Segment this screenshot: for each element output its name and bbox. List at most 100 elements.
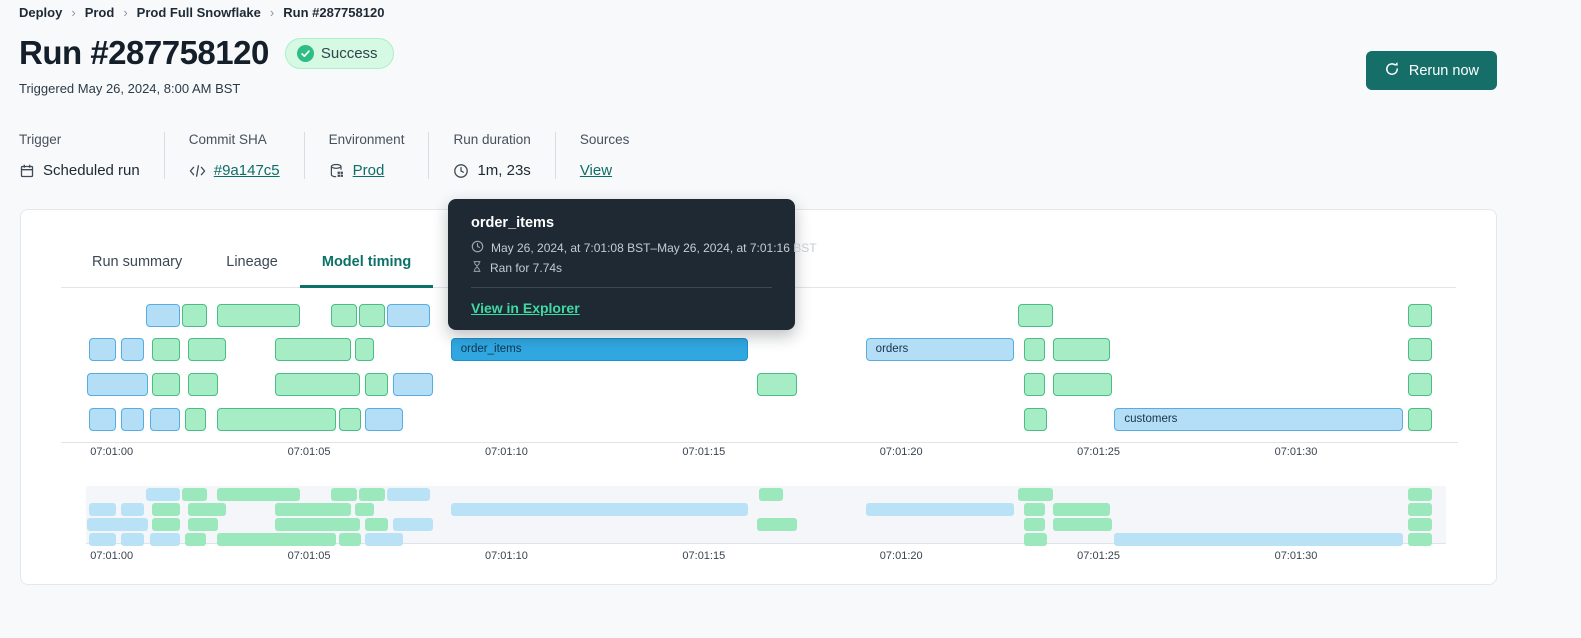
- meta-label: Trigger: [19, 132, 62, 147]
- brush-bar: [1114, 533, 1403, 546]
- title-row: Run #287758120 Success: [19, 34, 394, 72]
- axis-tick-label: 07:01:25: [1077, 550, 1121, 562]
- gantt-bar[interactable]: [275, 338, 351, 361]
- gantt-bar-order_items[interactable]: order_items: [450, 338, 748, 361]
- meta-environment: Environment Prod: [303, 132, 429, 179]
- gantt-bar[interactable]: [331, 304, 357, 327]
- breadcrumb-item-deploy[interactable]: Deploy: [19, 5, 63, 20]
- brush-bar: [188, 503, 227, 516]
- commit-sha-link[interactable]: #9a147c5: [213, 162, 280, 179]
- axis-tick-label: 07:01:15: [682, 446, 726, 458]
- gantt-bar-orders[interactable]: orders: [865, 338, 1014, 361]
- gantt-bar[interactable]: [151, 338, 181, 361]
- gantt-bar[interactable]: [1408, 338, 1433, 361]
- gantt-bar[interactable]: [1053, 338, 1111, 361]
- breadcrumb-item-job[interactable]: Prod Full Snowflake: [136, 5, 261, 20]
- gantt-bar[interactable]: [217, 408, 336, 431]
- brush-bar: [151, 518, 181, 531]
- breadcrumb-item-run[interactable]: Run #287758120: [283, 5, 385, 20]
- brush-bar: [392, 518, 433, 531]
- brush-bar: [88, 533, 116, 546]
- brush-bar: [88, 503, 116, 516]
- calendar-icon: [19, 163, 35, 179]
- gantt-bar[interactable]: [151, 373, 181, 396]
- gantt-bar[interactable]: [1053, 373, 1113, 396]
- tab-run-summary[interactable]: Run summary: [92, 254, 183, 270]
- gantt-bar[interactable]: [757, 373, 797, 396]
- gantt-bar[interactable]: [181, 304, 208, 327]
- gantt-bar[interactable]: [185, 408, 207, 431]
- brush-bar: [275, 503, 351, 516]
- breadcrumb: Deploy › Prod › Prod Full Snowflake › Ru…: [19, 5, 384, 20]
- tab-model-timing[interactable]: Model timing: [299, 254, 434, 288]
- brush-bar: [275, 518, 360, 531]
- gantt-bar[interactable]: [149, 408, 180, 431]
- tooltip-hourglass-icon: [471, 260, 483, 276]
- gantt-bar[interactable]: [1023, 338, 1046, 361]
- axis-tick-label: 07:01:10: [485, 446, 528, 458]
- tab-lineage[interactable]: Lineage: [226, 254, 278, 270]
- brush-bar: [181, 488, 208, 501]
- brush-bar: [386, 488, 430, 501]
- brush-bar: [1023, 518, 1046, 531]
- gantt-bar[interactable]: [88, 408, 116, 431]
- brush-bar: [339, 533, 361, 546]
- gantt-bar[interactable]: [88, 338, 116, 361]
- rerun-now-button[interactable]: Rerun now: [1365, 51, 1497, 90]
- gantt-bar[interactable]: [1408, 304, 1433, 327]
- axis-tick-label: 07:01:05: [287, 446, 331, 458]
- gantt-bar[interactable]: [1023, 408, 1048, 431]
- gantt-bar[interactable]: [354, 338, 374, 361]
- gantt-bar[interactable]: [86, 373, 149, 396]
- brush-bar: [1408, 518, 1433, 531]
- tooltip-time-range: May 26, 2024, at 7:01:08 BST–May 26, 202…: [491, 241, 817, 255]
- brush-bar: [151, 503, 181, 516]
- axis-tick-label: 07:01:00: [90, 446, 134, 458]
- view-in-explorer-link[interactable]: View in Explorer: [471, 300, 580, 316]
- brush-bar: [86, 518, 149, 531]
- sources-view-link[interactable]: View: [579, 162, 613, 179]
- page-title: Run #287758120: [19, 34, 269, 71]
- gantt-bar[interactable]: [386, 304, 430, 327]
- time-axis: 07:01:00 07:01:05 07:01:10 07:01:15 07:01:20…: [86, 446, 1446, 460]
- status-badge: Success: [284, 37, 394, 69]
- brush-bar: [217, 488, 300, 501]
- gantt-bar[interactable]: [120, 408, 144, 431]
- gantt-bar[interactable]: [358, 304, 385, 327]
- brush-bar: [188, 518, 219, 531]
- gantt-bar[interactable]: [217, 304, 300, 327]
- code-icon: [189, 164, 206, 178]
- gantt-bar-customers[interactable]: customers: [1114, 408, 1403, 431]
- gantt-bar[interactable]: [1408, 373, 1433, 396]
- gantt-bar[interactable]: [146, 304, 180, 327]
- brush-bar: [331, 488, 357, 501]
- gantt-bar[interactable]: [188, 338, 227, 361]
- gantt-bar[interactable]: [364, 373, 388, 396]
- axis-tick-label: 07:01:20: [879, 550, 923, 562]
- brush-bar: [1408, 533, 1433, 546]
- gantt-bar[interactable]: [392, 373, 433, 396]
- gantt-bar[interactable]: [1408, 408, 1433, 431]
- gantt-bar[interactable]: [364, 408, 403, 431]
- clock-icon: [453, 163, 469, 179]
- timeline-brush[interactable]: [86, 486, 1446, 546]
- environment-link[interactable]: Prod: [352, 162, 385, 179]
- gantt-bar[interactable]: [1017, 304, 1054, 327]
- gantt-bar[interactable]: [1023, 373, 1046, 396]
- meta-label: Run duration: [453, 132, 531, 147]
- gantt-bar[interactable]: [188, 373, 219, 396]
- check-circle-icon: [296, 44, 314, 62]
- trigger-value: Scheduled run: [43, 162, 140, 179]
- duration-value: 1m, 23s: [477, 162, 531, 179]
- brush-bar: [1023, 503, 1046, 516]
- gantt-bar[interactable]: [275, 373, 360, 396]
- database-icon: [329, 163, 345, 179]
- tooltip-clock-icon: [471, 240, 484, 256]
- meta-trigger: Trigger Scheduled run: [19, 132, 164, 179]
- brush-bar: [757, 518, 797, 531]
- gantt-bar[interactable]: [120, 338, 144, 361]
- gantt-bar[interactable]: [339, 408, 361, 431]
- tooltip-model-name: order_items: [471, 215, 555, 231]
- breadcrumb-item-prod[interactable]: Prod: [84, 5, 115, 20]
- brush-bar: [364, 518, 388, 531]
